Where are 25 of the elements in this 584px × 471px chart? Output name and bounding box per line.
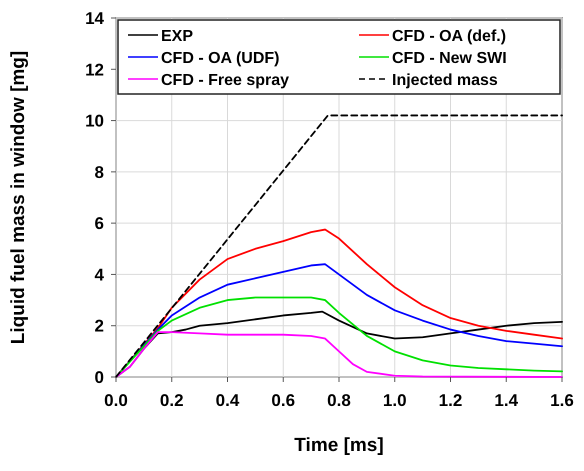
y-tick-label: 0 (94, 368, 104, 387)
legend-label: EXP (161, 28, 194, 45)
y-tick-label: 6 (94, 214, 104, 234)
y-tick-label: 14 (85, 9, 105, 28)
y-axis-title: Liquid fuel mass in window [mg] (8, 50, 29, 344)
y-tick-label: 12 (85, 60, 104, 80)
y-tick-label: 4 (94, 265, 105, 284)
y-tick-label: 10 (85, 112, 104, 131)
y-tick-label: 2 (94, 316, 104, 336)
x-tick-label: 1.2 (438, 391, 462, 410)
x-tick-label: 0.0 (104, 391, 128, 410)
y-tick-label: 8 (94, 162, 104, 182)
x-tick-label: 0.6 (271, 391, 296, 410)
x-tick-label: 0.4 (216, 391, 240, 410)
x-tick-label: 1.0 (382, 391, 407, 410)
legend-label: CFD - OA (def.) (392, 28, 506, 45)
x-axis-title: Time [ms] (294, 435, 384, 456)
x-tick-label: 1.6 (550, 391, 574, 410)
x-tick-label: 0.2 (160, 391, 184, 410)
legend-label: CFD - OA (UDF) (161, 50, 280, 67)
x-tick-label: 0.8 (327, 391, 351, 410)
legend-label: CFD - New SWI (392, 50, 507, 67)
legend-label: CFD - Free spray (161, 72, 290, 89)
legend-label: Injected mass (392, 72, 498, 89)
x-tick-label: 1.4 (494, 391, 519, 410)
